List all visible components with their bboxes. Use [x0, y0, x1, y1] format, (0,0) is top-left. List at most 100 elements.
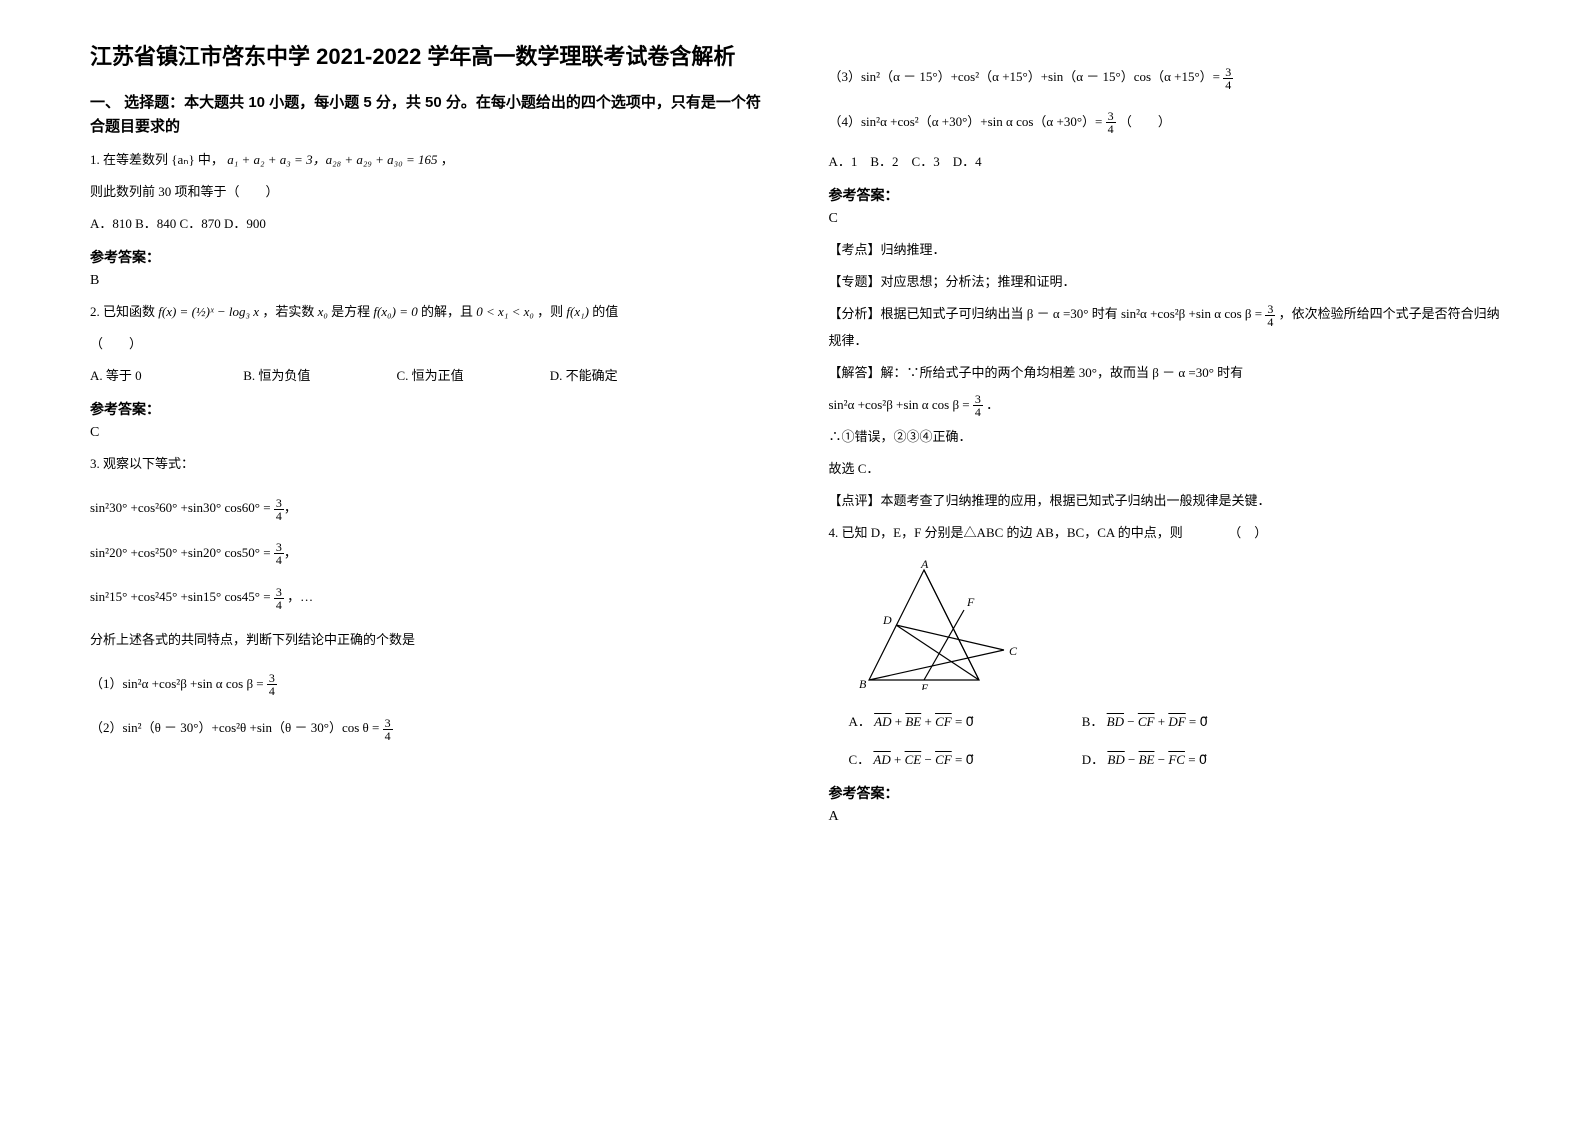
- q2-stem-b: ，若实数: [262, 304, 317, 319]
- left-column: 江苏省镇江市啓东中学 2021-2022 学年高一数学理联考试卷含解析 一、 选…: [90, 40, 809, 1102]
- q1-options: A．810 B．840 C．870 D．900: [90, 211, 769, 237]
- q2-stem-e: ，则: [537, 304, 566, 319]
- q2-opt-d: D. 不能确定: [550, 363, 700, 389]
- frac-den: 4: [267, 685, 277, 697]
- kp-label: 【考点】: [829, 242, 881, 257]
- q4-opt-a-formula: AD: [874, 709, 891, 735]
- q3-analyze: 分析上述各式的共同特点，判断下列结论中正确的个数是: [90, 627, 769, 653]
- q4-answer: A: [829, 809, 1508, 825]
- question-2: 2. 已知函数 f(x) = (½)ˣ − log₃ x ，若实数 x₀ 是方程…: [90, 299, 769, 325]
- q3-choice-2: （2）sin²（θ － 30°）+cos²θ +sin（θ － 30°）cos …: [90, 715, 769, 742]
- q3-solution-d: ∴①错误，②③④正确．: [829, 424, 1508, 450]
- q4-opt-d-formula: BD: [1107, 747, 1124, 773]
- ana-label: 【分析】: [829, 306, 881, 321]
- q2-opt-a: A. 等于 0: [90, 363, 240, 389]
- q3-keypoint: 【考点】归纳推理．: [829, 237, 1508, 263]
- q4-opt-c-label: C．: [849, 747, 871, 773]
- q3-c4-left: （4）sin²α +cos²（α +30°）+sin α cos（α +30°）…: [829, 114, 1103, 129]
- q3-solution-a: 【解答】解：∵所给式子中的两个角均相差 30°，故而当 β － α =30° 时…: [829, 360, 1508, 386]
- fraction-3-4: 34: [267, 672, 277, 697]
- triangle-diagram-icon: A B C D E F: [859, 560, 1039, 690]
- fraction-3-4: 34: [973, 393, 983, 418]
- right-column: （3）sin²（α － 15°）+cos²（α +15°）+sin（α － 15…: [809, 40, 1528, 1102]
- q3-solution-e: 故选 C．: [829, 456, 1508, 482]
- sol-a: 解：∵所给式子中的两个角均相差 30°，故而当 β － α =30° 时有: [881, 365, 1244, 380]
- sol-b: sin²α +cos²β +sin α cos β =: [829, 397, 970, 412]
- q4-options-row2: C． AD + CE − CF = 0⃗ D． BD − BE − FC = 0…: [849, 747, 1508, 773]
- svg-text:C: C: [1009, 644, 1018, 658]
- q4-answer-label: 参考答案：: [829, 783, 1508, 803]
- q2-opt-c: C. 恒为正值: [397, 363, 547, 389]
- q2-x0: x₀: [318, 304, 328, 319]
- question-3-stem: 3. 观察以下等式：: [90, 451, 769, 477]
- q2-fx0: f(x₀) = 0: [373, 304, 417, 319]
- q1-answer: B: [90, 273, 769, 289]
- fraction-3-4: 34: [383, 717, 393, 742]
- q4-opt-a-label: A．: [849, 709, 871, 735]
- svg-text:F: F: [966, 595, 975, 609]
- q3-analysis: 【分析】根据已知式子可归纳出当 β － α =30° 时有 sin²α +cos…: [829, 301, 1508, 354]
- com-label: 【点评】: [829, 493, 881, 508]
- fraction-3-4: 34: [1265, 303, 1275, 328]
- q3-eq2-left: sin²20° +cos²50° +sin20° cos50° =: [90, 545, 271, 560]
- fraction-3-4: 34: [274, 586, 284, 611]
- q2-stem-a: 2. 已知函数: [90, 304, 158, 319]
- sol-c: ．: [986, 397, 999, 412]
- frac-den: 4: [1223, 79, 1233, 91]
- q4-opt-d-label: D．: [1082, 747, 1104, 773]
- fraction-3-4: 34: [274, 541, 284, 566]
- kp-text: 归纳推理．: [881, 242, 946, 257]
- svg-text:B: B: [859, 677, 867, 690]
- q3-choice-3: （3）sin²（α － 15°）+cos²（α +15°）+sin（α － 15…: [829, 64, 1508, 91]
- frac-num: 3: [1265, 303, 1275, 316]
- q4-options-row1: A． AD + BE + CF = 0⃗ B． BD − CF + DF = 0…: [849, 709, 1508, 735]
- q3-c4-tail: （ ）: [1119, 114, 1171, 129]
- svg-text:E: E: [920, 681, 929, 690]
- q3-answer: C: [829, 211, 1508, 227]
- q2-options: A. 等于 0 B. 恒为负值 C. 恒为正值 D. 不能确定: [90, 363, 769, 389]
- fraction-3-4: 34: [1223, 66, 1233, 91]
- q2-paren: （ ）: [90, 331, 769, 357]
- frac-den: 4: [1106, 123, 1116, 135]
- q2-stem-c: 是方程: [331, 304, 373, 319]
- svg-text:D: D: [882, 613, 892, 627]
- q3-choice-1: （1）sin²α +cos²β +sin α cos β = 34: [90, 671, 769, 698]
- q4-opt-b-formula: BD: [1107, 709, 1124, 735]
- sol-label: 【解答】: [829, 365, 881, 380]
- q2-answer-label: 参考答案：: [90, 399, 769, 419]
- exam-title: 江苏省镇江市啓东中学 2021-2022 学年高一数学理联考试卷含解析: [90, 40, 769, 73]
- q1-stem-b: ，: [441, 152, 454, 167]
- frac-den: 4: [383, 730, 393, 742]
- q3-eq3-left: sin²15° +cos²45° +sin15° cos45° =: [90, 589, 271, 604]
- q3-eq3: sin²15° +cos²45° +sin15° cos45° = 34 ，…: [90, 584, 769, 611]
- q3-comment: 【点评】本题考查了归纳推理的应用，根据已知式子归纳出一般规律是关键．: [829, 488, 1508, 514]
- q3-solution-b: sin²α +cos²β +sin α cos β = 34 ．: [829, 392, 1508, 419]
- q3-eq1: sin²30° +cos²60° +sin30° cos60° = 34，: [90, 495, 769, 522]
- q3-eq1-left: sin²30° +cos²60° +sin30° cos60° =: [90, 500, 271, 515]
- q3-c3-left: （3）sin²（α － 15°）+cos²（α +15°）+sin（α － 15…: [829, 69, 1221, 84]
- q2-fx: f(x) = (½)ˣ − log₃ x: [158, 304, 259, 319]
- fraction-3-4: 34: [274, 497, 284, 522]
- q1-stem-a: 1. 在等差数列 {aₙ} 中，: [90, 152, 224, 167]
- q3-choice-4: （4）sin²α +cos²（α +30°）+sin α cos（α +30°）…: [829, 109, 1508, 136]
- svg-text:A: A: [920, 560, 929, 571]
- frac-num: 3: [1223, 66, 1233, 79]
- q2-cond: 0 < x₁ < x₀: [476, 304, 534, 319]
- fraction-3-4: 34: [1106, 110, 1116, 135]
- q1-line2: 则此数列前 30 项和等于（ ）: [90, 179, 769, 205]
- q2-stem-d: 的解，且: [421, 304, 476, 319]
- frac-den: 4: [1265, 316, 1275, 328]
- frac-num: 3: [383, 717, 393, 730]
- q3-options: A．1 B．2 C．3 D．4: [829, 149, 1508, 175]
- frac-den: 4: [274, 554, 284, 566]
- q3-c1-left: （1）sin²α +cos²β +sin α cos β =: [90, 676, 264, 691]
- q4-opt-b-label: B．: [1082, 709, 1104, 735]
- q2-fx1: f(x₁): [566, 304, 589, 319]
- q3-c2-left: （2）sin²（θ － 30°）+cos²θ +sin（θ － 30°）cos …: [90, 720, 379, 735]
- ana-a: 根据已知式子可归纳出当 β － α =30° 时有 sin²α +cos²β +…: [881, 306, 1263, 321]
- q3-eq2: sin²20° +cos²50° +sin20° cos50° = 34，: [90, 540, 769, 567]
- frac-den: 4: [274, 510, 284, 522]
- question-4-stem: 4. 已知 D，E，F 分别是△ABC 的边 AB，BC，CA 的中点，则 （ …: [829, 520, 1508, 546]
- q2-answer: C: [90, 425, 769, 441]
- page-container: 江苏省镇江市啓东中学 2021-2022 学年高一数学理联考试卷含解析 一、 选…: [0, 0, 1587, 1122]
